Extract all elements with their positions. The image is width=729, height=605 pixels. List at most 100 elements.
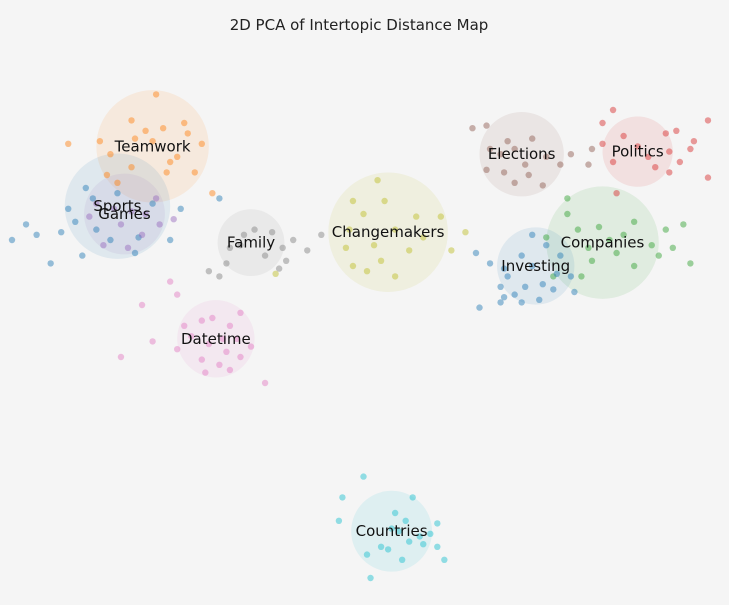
point-countries-19 xyxy=(395,528,402,535)
point-elections-5 xyxy=(543,153,550,160)
point-sports-4 xyxy=(89,195,97,202)
point-teamwork-13 xyxy=(103,171,111,179)
point-investing-15 xyxy=(500,265,508,272)
topic-label-companies: Companies xyxy=(561,234,645,252)
point-investing-9 xyxy=(571,288,578,296)
point-teamwork-15 xyxy=(184,130,191,137)
point-games-1 xyxy=(117,221,125,228)
point-datetime-2 xyxy=(226,322,234,329)
point-investing-5 xyxy=(521,283,529,290)
point-companies-8 xyxy=(630,262,638,270)
point-datetime-20 xyxy=(261,379,269,387)
topic-label-countries: Countries xyxy=(356,522,428,540)
point-politics-2 xyxy=(634,143,641,150)
point-sports-2 xyxy=(8,236,16,244)
point-teamwork-2 xyxy=(96,138,104,145)
point-datetime-18 xyxy=(138,301,146,309)
point-elections-3 xyxy=(511,145,518,153)
point-teamwork-19 xyxy=(142,127,149,134)
point-politics-12 xyxy=(599,140,606,147)
point-games-6 xyxy=(156,221,163,228)
point-changemakers-18 xyxy=(272,270,279,277)
point-teamwork-7 xyxy=(198,140,206,147)
point-investing-4 xyxy=(504,273,511,280)
point-companies-17 xyxy=(687,260,694,267)
point-games-5 xyxy=(86,213,93,220)
point-teamwork-9 xyxy=(191,169,198,176)
point-countries-16 xyxy=(434,520,441,527)
point-teamwork-12 xyxy=(107,151,114,158)
point-countries-12 xyxy=(427,530,434,537)
point-datetime-0 xyxy=(198,317,206,324)
point-datetime-17 xyxy=(166,278,174,285)
point-companies-15 xyxy=(630,218,638,225)
document-points xyxy=(8,91,712,582)
point-sports-18 xyxy=(58,229,65,236)
point-investing-18 xyxy=(486,260,494,267)
point-countries-3 xyxy=(409,494,416,501)
point-changemakers-8 xyxy=(370,242,378,249)
topic-circle-countries xyxy=(351,490,433,572)
point-datetime-4 xyxy=(219,335,227,342)
topic-circle-games xyxy=(84,173,165,255)
point-countries-2 xyxy=(391,509,399,517)
point-elections-7 xyxy=(500,169,508,176)
point-elections-14 xyxy=(483,122,490,129)
point-politics-4 xyxy=(662,130,669,137)
point-games-11 xyxy=(170,216,177,223)
point-teamwork-0 xyxy=(152,91,160,98)
point-elections-2 xyxy=(504,138,511,145)
point-family-8 xyxy=(275,265,283,272)
point-countries-15 xyxy=(441,556,448,563)
point-elections-4 xyxy=(529,135,536,142)
point-investing-19 xyxy=(529,231,536,238)
topic-circle-changemakers xyxy=(328,172,448,292)
point-politics-1 xyxy=(620,132,627,140)
point-changemakers-10 xyxy=(377,257,385,264)
point-politics-10 xyxy=(704,117,712,124)
point-companies-12 xyxy=(543,234,550,241)
point-politics-11 xyxy=(609,158,617,166)
point-elections-10 xyxy=(567,151,575,158)
point-companies-11 xyxy=(669,244,677,251)
point-datetime-21 xyxy=(237,309,244,316)
point-teamwork-16 xyxy=(166,158,174,166)
point-politics-14 xyxy=(690,138,698,145)
point-investing-14 xyxy=(511,291,518,298)
point-elections-12 xyxy=(511,179,518,186)
topic-label-teamwork: Teamwork xyxy=(114,137,191,155)
point-investing-8 xyxy=(550,286,557,293)
point-companies-9 xyxy=(648,242,655,249)
point-countries-7 xyxy=(384,546,392,553)
point-elections-17 xyxy=(588,145,596,153)
point-politics-7 xyxy=(652,164,659,171)
point-politics-16 xyxy=(613,190,620,197)
point-companies-6 xyxy=(588,257,596,264)
point-family-2 xyxy=(237,242,244,249)
topic-label-politics: Politics xyxy=(612,143,664,161)
point-games-8 xyxy=(152,195,160,202)
point-sports-5 xyxy=(93,226,100,233)
point-countries-4 xyxy=(402,517,409,524)
point-countries-13 xyxy=(335,517,343,524)
point-countries-1 xyxy=(339,494,346,501)
point-investing-2 xyxy=(529,262,536,270)
point-companies-7 xyxy=(613,249,620,257)
topic-label-changemakers: Changemakers xyxy=(332,223,445,241)
point-sports-10 xyxy=(149,200,156,207)
point-investing-17 xyxy=(472,249,480,257)
point-investing-21 xyxy=(497,299,504,306)
point-family-6 xyxy=(290,236,297,244)
point-countries-18 xyxy=(416,533,423,540)
point-changemakers-6 xyxy=(437,213,445,220)
point-family-4 xyxy=(226,244,234,251)
point-teamwork-14 xyxy=(209,190,216,197)
topic-label-investing: Investing xyxy=(501,257,570,275)
point-changemakers-14 xyxy=(448,247,455,254)
point-politics-3 xyxy=(645,153,652,160)
point-politics-9 xyxy=(676,158,684,166)
point-datetime-9 xyxy=(202,369,209,376)
point-companies-10 xyxy=(662,226,669,233)
point-changemakers-17 xyxy=(349,262,357,270)
point-companies-16 xyxy=(564,195,571,202)
